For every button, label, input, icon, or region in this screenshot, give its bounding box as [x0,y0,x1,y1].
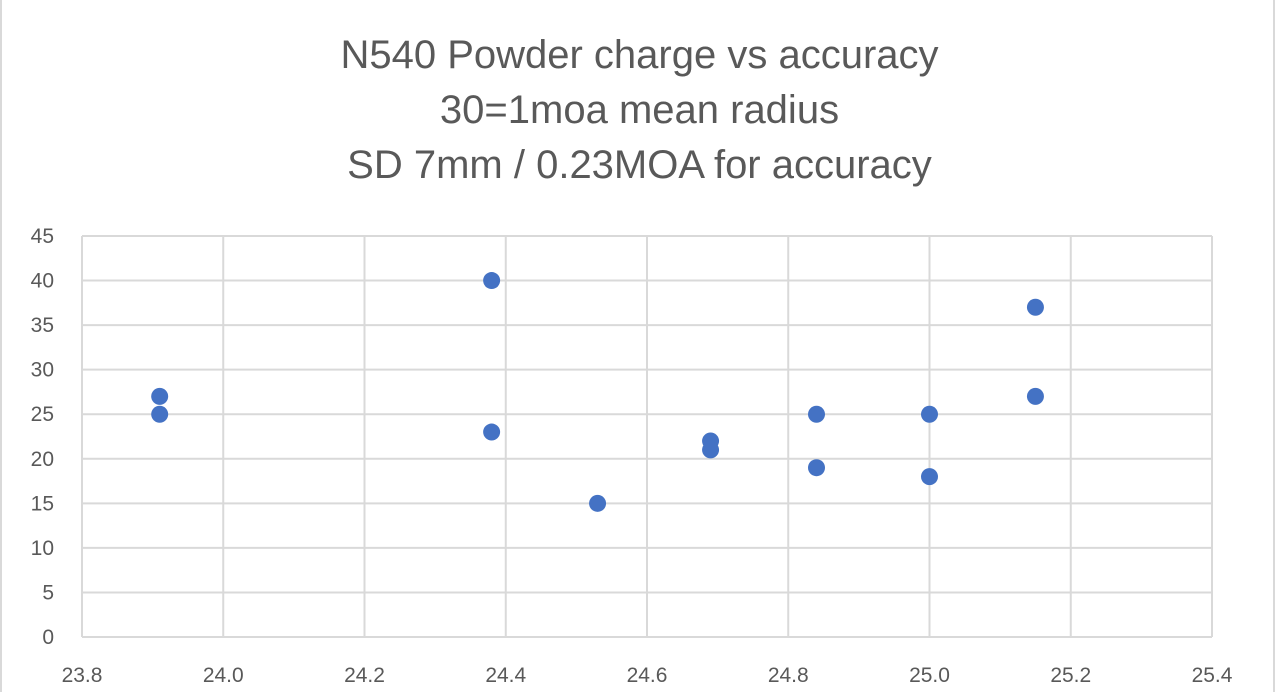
y-tick-label: 45 [31,225,54,248]
y-tick-label: 10 [31,537,54,560]
x-tick-label: 25.2 [1050,664,1091,687]
data-point-12 [1026,387,1044,405]
data-points [151,272,1044,512]
data-point-1 [151,405,169,423]
y-tick-label: 20 [31,448,54,471]
y-tick-label: 30 [31,359,54,382]
y-tick-label: 25 [31,403,54,426]
y-tick-label: 0 [42,626,54,649]
y-tick-label: 40 [31,270,54,293]
x-tick-label: 24.6 [627,664,668,687]
data-point-10 [921,468,938,486]
x-tick-label: 25.4 [1192,664,1233,687]
chart-title-line-1: N540 Powder charge vs accuracy [340,33,939,77]
y-tick-label: 35 [31,314,54,337]
x-tick-label: 23.8 [62,664,103,687]
chart-title-line-3: SD 7mm / 0.23MOA for accuracy [347,143,932,187]
vertical-gridlines [81,236,1213,637]
y-tick-label: 15 [31,492,54,515]
data-point-11 [1026,298,1044,316]
data-point-2 [483,272,501,290]
y-axis-tick-labels: 0 5 10 15 20 25 30 35 40 45 [31,225,54,649]
x-tick-label: 24.2 [344,664,385,687]
x-tick-label: 24.0 [203,664,244,687]
x-tick-label: 24.8 [768,664,809,687]
data-point-8 [808,459,825,477]
x-tick-label: 24.4 [485,664,526,687]
data-point-0 [151,387,169,405]
data-point-9 [921,405,938,423]
x-tick-label: 25.0 [909,664,950,687]
chart-title: N540 Powder charge vs accuracy 30=1moa m… [2,28,1275,193]
data-point-6 [702,441,720,459]
x-axis-tick-labels: 23.8 24.0 24.2 24.4 24.6 24.8 25.0 25.2 25.4 [62,664,1233,687]
chart-title-line-2: 30=1moa mean radius [439,88,840,132]
data-point-3 [483,423,501,441]
y-tick-label: 5 [42,581,54,604]
data-point-7 [808,405,825,423]
data-point-4 [589,494,607,512]
